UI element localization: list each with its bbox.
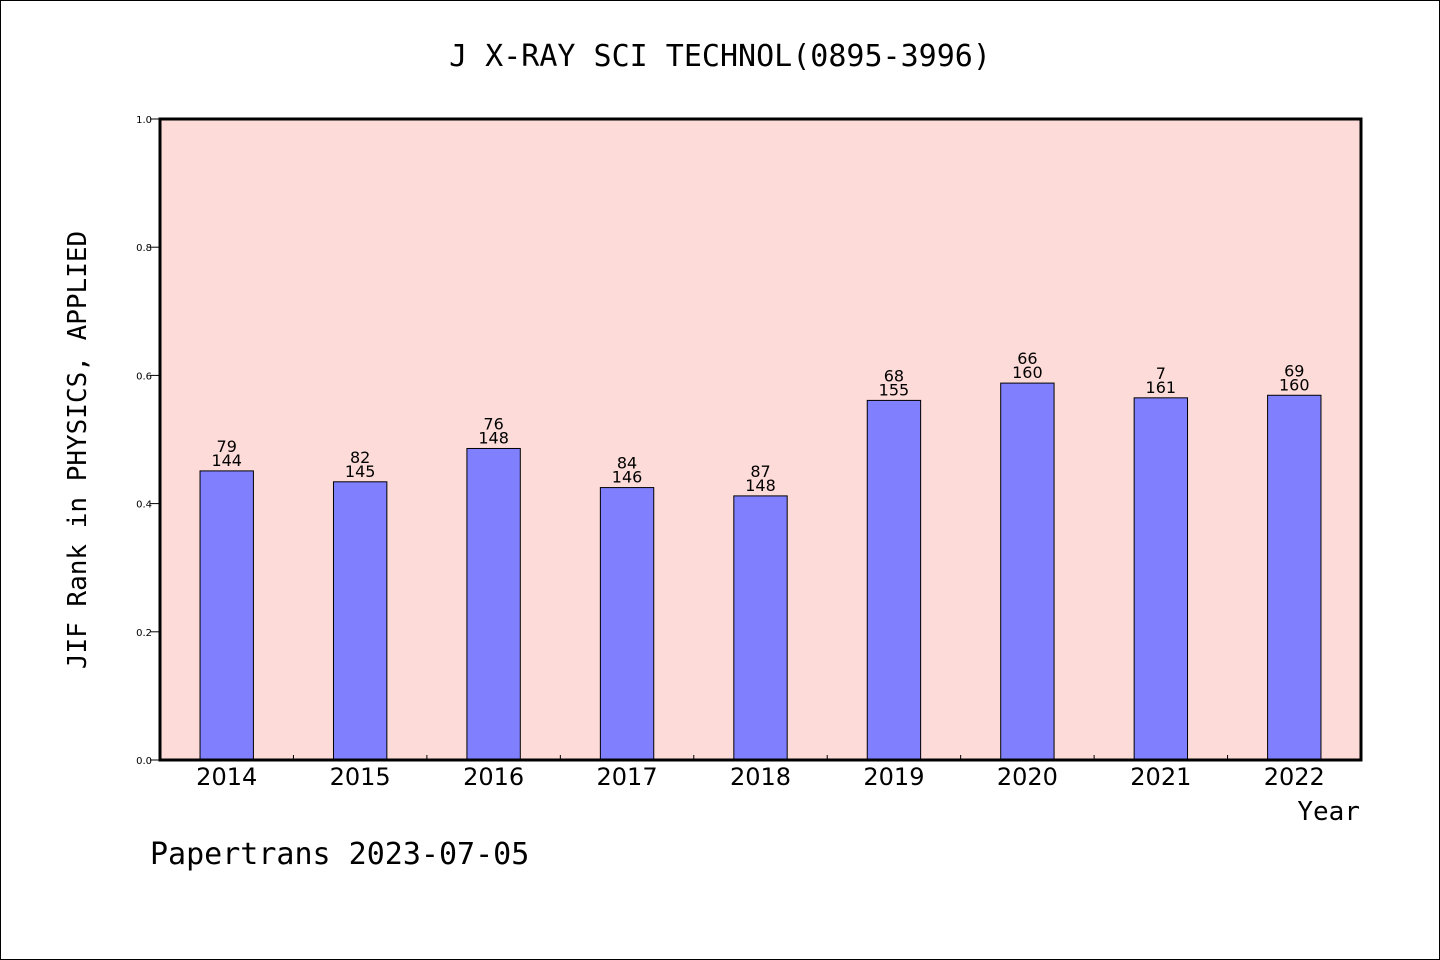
chart-title: J X-RAY SCI TECHNOL(0895-3996) <box>449 39 991 74</box>
y-axis-label: JIF Rank in PHYSICS, APPLIED <box>63 231 93 669</box>
data-label-rank: 76 <box>483 414 503 433</box>
data-label-total: 148 <box>478 428 509 447</box>
x-tick-label: 2017 <box>597 763 658 791</box>
data-label-total: 146 <box>612 468 643 487</box>
y-tick-label: 0.0 <box>136 756 152 767</box>
data-label-total: 144 <box>211 451 242 470</box>
y-axis: 0.0 0.2 0.4 0.6 0.8 1.0 <box>136 115 160 767</box>
bar-2017 <box>599 487 655 761</box>
data-label-total: 148 <box>745 476 776 495</box>
data-label-rank: 7 <box>1156 364 1166 383</box>
y-tick-label: 0.6 <box>136 371 152 382</box>
x-tick-label: 2016 <box>463 763 524 791</box>
data-label-total: 145 <box>345 462 376 481</box>
y-tick-label: 0.2 <box>136 628 152 639</box>
bar-2022 <box>1267 394 1322 761</box>
x-tick-label: 2022 <box>1264 763 1325 791</box>
x-tick-label: 2019 <box>863 763 924 791</box>
y-tick-label: 0.8 <box>136 243 152 254</box>
x-tick-label: 2020 <box>997 763 1058 791</box>
bar-2021 <box>1133 397 1189 761</box>
footer-source-date: Papertrans 2023-07-05 <box>150 837 529 872</box>
bar-2019 <box>866 399 922 761</box>
y-tick-label: 0.4 <box>136 500 152 511</box>
x-tick-label: 2015 <box>330 763 391 791</box>
data-label-total: 161 <box>1146 378 1177 397</box>
bar-2020 <box>1000 382 1055 761</box>
x-tick-label: 2014 <box>196 763 257 791</box>
bar-series <box>199 382 1322 761</box>
data-label-total: 160 <box>1279 375 1310 394</box>
data-label-rank: 82 <box>350 448 370 467</box>
bar-2015 <box>332 481 388 761</box>
plot-border <box>158 117 1363 762</box>
data-label-rank: 84 <box>617 454 637 473</box>
data-label-rank: 87 <box>750 462 770 481</box>
data-label-rank: 66 <box>1017 349 1037 368</box>
data-label-rank: 79 <box>217 437 237 456</box>
data-label-rank: 68 <box>884 366 904 385</box>
x-tick-label: 2021 <box>1130 763 1191 791</box>
bar-2018 <box>733 495 788 761</box>
data-label-total: 160 <box>1012 363 1043 382</box>
y-tick-label: 1.0 <box>136 115 152 126</box>
x-axis: 2014 2015 2016 2017 2018 2019 2020 2021 2022 <box>196 755 1325 791</box>
bar-2016 <box>466 447 521 761</box>
x-axis-label: Year <box>1297 797 1360 827</box>
x-tick-label: 2018 <box>730 763 791 791</box>
data-label-rank: 69 <box>1284 361 1304 380</box>
bar-2014 <box>199 470 254 761</box>
data-label-total: 155 <box>879 380 910 399</box>
